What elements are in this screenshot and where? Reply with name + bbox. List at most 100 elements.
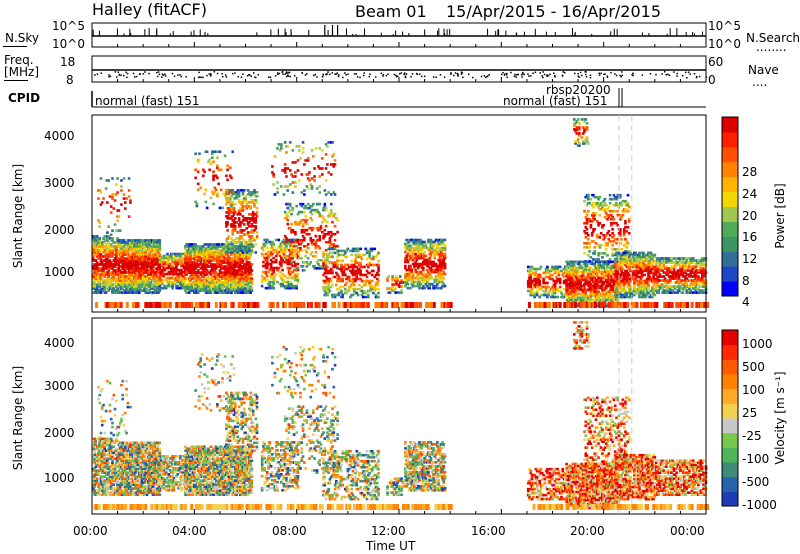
power-cell [283, 274, 287, 278]
power-cell [145, 287, 149, 290]
nave-dot [250, 75, 252, 77]
power-cell [99, 277, 103, 280]
nave-dot [606, 75, 609, 77]
power-cell [364, 273, 368, 277]
power-cell [574, 260, 577, 264]
power-cell [301, 224, 305, 228]
power-cell [429, 274, 433, 278]
power-cell [216, 253, 219, 256]
power-cell [214, 267, 218, 270]
power-cell [414, 268, 417, 272]
power-cell [111, 237, 114, 240]
power-cell [292, 286, 296, 290]
power-cell [567, 282, 571, 286]
power-cell [177, 260, 181, 264]
power-cell [264, 270, 268, 274]
nave-dot [504, 73, 506, 75]
power-cell [246, 287, 250, 290]
power-cell [342, 249, 346, 253]
power-cell [437, 278, 440, 282]
power-cell [138, 279, 141, 282]
power-cell [176, 286, 180, 290]
power-cell [308, 232, 311, 236]
power-cell [108, 247, 112, 250]
power-cell [94, 259, 98, 262]
power-cell [526, 283, 530, 287]
power-cell [404, 276, 407, 280]
nave-dot [281, 71, 284, 73]
power-cell [282, 278, 286, 282]
power-cell [438, 256, 442, 260]
nave-dot [293, 75, 296, 77]
power-cb-tick-12: 12 [742, 252, 758, 266]
power-cell [121, 277, 125, 280]
power-cell [235, 289, 238, 292]
power-cell [350, 253, 353, 257]
power-cell [239, 201, 242, 204]
power-cell [225, 287, 228, 290]
power-cell [406, 286, 410, 290]
power-cell [551, 273, 554, 277]
nave-dot [109, 75, 112, 78]
power-cell [210, 251, 214, 254]
power-cell [232, 209, 236, 212]
nave-dot [404, 76, 407, 79]
power-cell [405, 280, 408, 284]
power-cell [413, 246, 416, 250]
power-cell [360, 285, 364, 289]
nave-dot [450, 73, 452, 75]
power-cell [172, 256, 176, 260]
power-cell [250, 281, 254, 284]
power-cell [130, 269, 133, 272]
power-cell [335, 283, 338, 287]
power-cell [305, 264, 309, 268]
power-cell [250, 269, 254, 272]
power-cell [432, 244, 435, 248]
power-cell [195, 257, 199, 260]
power-cell [420, 276, 424, 280]
power-cell [153, 263, 156, 266]
velocity-ytick-1000: 1000 [44, 471, 75, 485]
power-cell [92, 257, 95, 260]
power-cell [272, 244, 275, 248]
power-cell [274, 248, 278, 252]
power-cell [423, 240, 426, 244]
power-cell [360, 289, 364, 293]
power-cell [322, 255, 325, 259]
nave-dot [301, 72, 304, 74]
nave-dot [579, 71, 582, 74]
power-cell [190, 263, 194, 266]
power-cell [107, 255, 110, 258]
power-cell [196, 285, 200, 288]
power-cell [292, 248, 296, 252]
power-cell [203, 275, 206, 278]
nave-dot [202, 76, 204, 79]
power-cell [158, 274, 162, 278]
power-cell [588, 242, 591, 245]
nave-dot [353, 73, 356, 75]
power-cell [294, 264, 297, 268]
power-cell [377, 283, 380, 287]
power-cell [358, 253, 361, 257]
nave-dot [563, 71, 566, 74]
nave-dot [676, 75, 678, 77]
power-cell [102, 251, 105, 254]
power-cell [153, 285, 156, 288]
power-cell [268, 268, 272, 272]
power-cell [253, 188, 256, 192]
power-cell [309, 210, 313, 214]
power-cell [294, 232, 297, 236]
power-cell [529, 275, 533, 279]
power-cell [415, 248, 419, 252]
power-cell [132, 263, 136, 266]
power-cell [288, 202, 292, 206]
nave-dot [108, 76, 110, 78]
power-cell [317, 262, 320, 266]
power-cell [288, 274, 292, 278]
power-cell [141, 265, 145, 268]
power-cell [158, 247, 162, 250]
power-cell [265, 246, 269, 250]
power-cell [129, 271, 132, 274]
power-cell [113, 269, 117, 272]
power-cell [341, 295, 345, 299]
